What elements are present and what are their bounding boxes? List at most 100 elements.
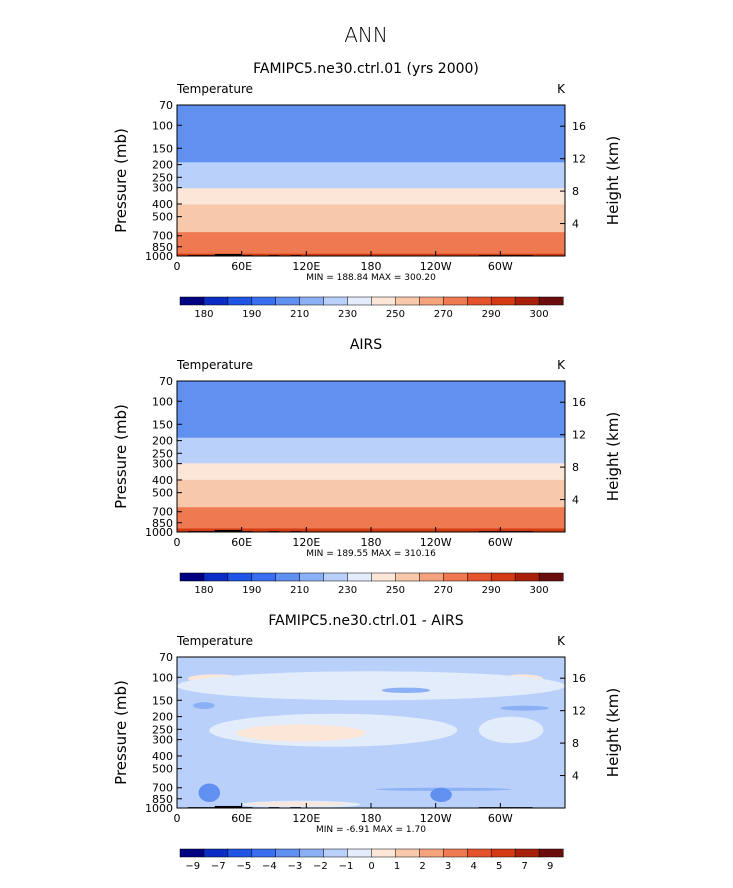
variable-label: Temperature xyxy=(176,634,253,648)
colorbar-label: 3 xyxy=(445,861,451,872)
y2tick-label: 12 xyxy=(572,705,586,718)
colorbar-label: 230 xyxy=(338,309,357,320)
diff-feature-cool-13 xyxy=(198,783,221,803)
variable-label: Temperature xyxy=(176,82,253,96)
ytick-label: 150 xyxy=(152,694,173,707)
y2label: Height (km) xyxy=(604,136,622,225)
ytick-label: 500 xyxy=(152,211,173,224)
colorbar-label: 9 xyxy=(547,861,553,872)
colorbar-swatch xyxy=(179,296,205,306)
level-band-7 xyxy=(177,195,565,205)
ytick-label: 300 xyxy=(152,458,173,471)
colorbar-swatch xyxy=(203,572,229,582)
ytick-label: 200 xyxy=(152,159,173,172)
colorbar-label: 190 xyxy=(242,585,261,596)
level-band-5 xyxy=(177,487,565,499)
colorbar-swatch xyxy=(227,572,253,582)
y2tick-label: 8 xyxy=(572,185,579,198)
y2tick-label: 4 xyxy=(572,494,579,507)
cold-core xyxy=(321,122,378,128)
xtick-label: 120E xyxy=(292,812,320,825)
diff-feature-warm-6 xyxy=(236,724,366,742)
xtick-label: 60W xyxy=(488,260,513,273)
colorbar-swatch xyxy=(371,296,396,306)
xtick-label: 180 xyxy=(361,812,382,825)
colorbar-swatch xyxy=(490,572,516,582)
level-band-9 xyxy=(177,455,565,464)
level-band-13 xyxy=(177,142,565,153)
panel-title: FAMIPC5.ne30.ctrl.01 (yrs 2000) xyxy=(253,61,479,77)
ytick-label: 70 xyxy=(159,651,173,664)
ytick-label: 1000 xyxy=(145,250,173,263)
colorbar-label: 250 xyxy=(386,585,405,596)
colorbar-swatch xyxy=(514,848,540,858)
colorbar-swatch xyxy=(514,572,540,582)
level-band-4 xyxy=(177,498,565,508)
colorbar-swatch xyxy=(467,296,492,306)
level-band-2 xyxy=(177,514,565,523)
colorbar-swatch xyxy=(514,296,540,306)
ytick-label: 100 xyxy=(152,671,173,684)
colorbar-swatch xyxy=(251,296,277,306)
colorbar-swatch xyxy=(323,572,349,582)
terrain-1 xyxy=(214,805,242,808)
xtick-label: 60E xyxy=(231,260,252,273)
colorbar-swatch xyxy=(443,296,468,306)
level-band-4 xyxy=(177,223,565,233)
ytick-label: 400 xyxy=(152,474,173,487)
colorbar-label: 250 xyxy=(386,309,405,320)
ylabel: Pressure (mb) xyxy=(112,128,130,233)
level-band-3 xyxy=(177,231,565,242)
colorbar-swatch xyxy=(419,848,444,858)
level-band-6 xyxy=(177,203,565,214)
colorbar-label: 0 xyxy=(368,861,374,872)
level-band-11 xyxy=(177,437,565,448)
colorbar-swatch xyxy=(347,572,373,582)
colorbar-swatch xyxy=(371,848,396,858)
ytick-label: 70 xyxy=(159,375,173,388)
panel-3: FAMIPC5.ne30.ctrl.01 - AIRS Temperature K 7… xyxy=(112,613,622,872)
stats-label: MIN = 189.55 MAX = 310.16 xyxy=(306,549,436,559)
y2label: Height (km) xyxy=(604,412,622,501)
colorbar-label: 210 xyxy=(290,309,309,320)
level-band-14 xyxy=(177,381,565,418)
colorbar-label: −9 xyxy=(185,861,200,872)
ytick-label: 100 xyxy=(152,119,173,132)
colorbar-swatch xyxy=(443,572,468,582)
ytick-label: 850 xyxy=(152,241,173,254)
level-band-12 xyxy=(177,427,565,438)
colorbar-swatch xyxy=(347,296,373,306)
ytick-label: 400 xyxy=(152,750,173,763)
colorbar-label: −2 xyxy=(313,861,328,872)
diff-feature-light-5 xyxy=(478,716,544,744)
field xyxy=(177,381,565,532)
panel-title: FAMIPC5.ne30.ctrl.01 - AIRS xyxy=(268,613,463,629)
terrain-1 xyxy=(214,253,242,256)
y2tick-label: 8 xyxy=(572,461,579,474)
colorbar-label: 7 xyxy=(522,861,528,872)
colorbar-label: 4 xyxy=(470,861,476,872)
xtick-label: 120W xyxy=(420,812,452,825)
diff-feature-cool-14 xyxy=(430,787,452,803)
ytick-label: 200 xyxy=(152,711,173,724)
colorbar-swatch xyxy=(538,296,564,306)
level-band-1 xyxy=(177,521,565,529)
colorbar-label: −5 xyxy=(236,861,251,872)
level-band-8 xyxy=(177,462,565,472)
units-label: K xyxy=(557,82,566,96)
ytick-label: 200 xyxy=(152,435,173,448)
colorbar-swatch xyxy=(419,572,444,582)
colorbar-label: 190 xyxy=(242,309,261,320)
colorbar-label: −4 xyxy=(262,861,277,872)
colorbar-label: 1 xyxy=(394,861,400,872)
xtick-label: 0 xyxy=(174,536,181,549)
ytick-label: 300 xyxy=(152,182,173,195)
ytick-label: 850 xyxy=(152,793,173,806)
colorbar-label: −3 xyxy=(288,861,303,872)
xtick-label: 0 xyxy=(174,812,181,825)
level-band-8 xyxy=(177,187,565,197)
xtick-label: 120W xyxy=(420,260,452,273)
xtick-label: 180 xyxy=(361,260,382,273)
